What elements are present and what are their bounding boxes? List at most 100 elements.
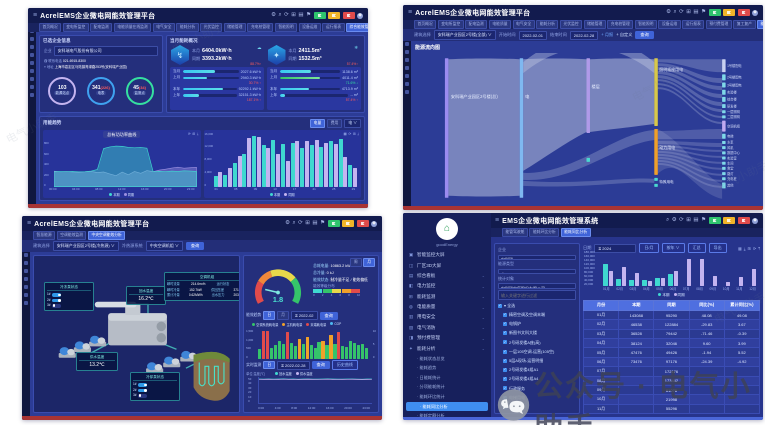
legend-item[interactable]: 供水温度 <box>295 371 313 376</box>
header-tool-icon[interactable]: ⊞ <box>291 11 296 18</box>
nav-tab[interactable]: 充电桩管理 <box>247 23 274 32</box>
sidebar-subitem[interactable]: · 能耗同比分析 <box>406 401 488 412</box>
table-row[interactable]: 07月 172176 <box>583 366 760 377</box>
chart-tool-icon[interactable]: ⟳ <box>348 131 352 136</box>
header-tool-icon[interactable]: ⌕ <box>666 216 670 223</box>
warn-badge[interactable] <box>342 220 354 227</box>
custom-quick-link[interactable]: + 自定义 <box>616 32 633 37</box>
tree-item[interactable]: ✓ 2号研发楼4组A1 <box>498 366 576 374</box>
sidebar-item[interactable]: ▨ 电气消防 ⌄ <box>403 323 491 333</box>
table-row[interactable]: 10月 21998 <box>583 394 760 405</box>
start-date-input[interactable]: 2022-02-01 <box>518 30 547 40</box>
header-tool-icon[interactable]: ⚙ <box>271 11 277 18</box>
header-tool-icon[interactable]: ▤ <box>312 219 318 226</box>
chart-tool-icon[interactable]: ⟳ <box>187 131 191 136</box>
month-quick-link[interactable]: + 月报 <box>601 32 614 37</box>
nav-tab[interactable]: 储能管理 <box>223 23 246 32</box>
table-header-cell[interactable]: 本期 <box>618 299 655 311</box>
pump-toggle[interactable] <box>52 304 62 308</box>
menu-icon[interactable]: ≡ <box>33 12 38 19</box>
tree-item[interactable]: ✓ 5层A现场-运营明细 <box>498 357 576 365</box>
nav-tab[interactable]: 首页概况 <box>39 23 62 32</box>
sidebar-subitem[interactable]: · 能耗定额分析 <box>417 413 445 417</box>
menu-icon[interactable]: ≡ <box>27 220 32 227</box>
header-tool-icon[interactable]: ▤ <box>693 216 699 223</box>
tree-item[interactable]: ✓ 电梯用电 <box>498 394 576 402</box>
nav-tab[interactable]: 光伏监控 <box>200 23 223 32</box>
legend-item[interactable]: 空调系统耗电量 <box>252 322 278 327</box>
header-tool-icon[interactable]: ⟳ <box>298 219 303 226</box>
query-button[interactable]: 查询 <box>185 242 205 250</box>
chart-tool-icon[interactable]: ⊞ <box>192 131 196 136</box>
sidebar-mini-icon[interactable] <box>24 261 28 265</box>
table-header-cell[interactable]: 同期 <box>653 299 690 311</box>
tree-item[interactable]: ✓ 2号研发楼A座(高) <box>498 339 576 347</box>
header-tool-icon[interactable]: ⊞ <box>305 219 310 226</box>
chart-tool-icon[interactable]: ⤒ <box>758 245 760 251</box>
query-button[interactable]: 查询 <box>635 31 654 39</box>
trend-query-button[interactable]: 查询 <box>319 311 338 320</box>
nav-tab[interactable]: 能耗同比分析 <box>560 228 591 237</box>
table-row[interactable]: 01月 143088 95290 48.08 49.08 <box>583 309 760 321</box>
table-row[interactable]: 11月 55296 <box>583 403 760 414</box>
sidebar-mini-icon[interactable] <box>405 82 409 86</box>
sidebar-subitem[interactable]: · 能耗状态总览 <box>417 355 445 361</box>
nav-tab[interactable]: 能耗环比分析 <box>529 228 560 237</box>
sidebar-mini-icon[interactable] <box>30 61 34 65</box>
end-date-input[interactable]: 2022-02-28 <box>569 30 599 40</box>
table-row[interactable]: 04月 38124 32046 9.60 3.99 <box>583 337 760 349</box>
sidebar-mini-icon[interactable] <box>30 37 34 41</box>
sidebar-mini-icon[interactable] <box>405 42 409 46</box>
tree-search-input[interactable] <box>498 290 576 301</box>
table-header-cell[interactable]: 同比(%) <box>688 299 725 311</box>
toolbar-button[interactable]: 按年 ∨ <box>661 243 685 253</box>
table-header-cell[interactable]: 月份 <box>583 299 620 311</box>
sidebar-item[interactable]: ◫ 厂区3D大屏 <box>403 260 491 270</box>
nav-tab[interactable]: 中央空调能效分析 <box>87 231 126 240</box>
tree-item[interactable]: ✓ 行政服务 <box>498 385 576 393</box>
sidebar-item[interactable]: ◨ 预付费管理 ⌄ <box>403 333 491 343</box>
header-tool-icon[interactable]: ⌕ <box>673 8 677 15</box>
sidebar-mini-icon[interactable] <box>30 69 34 73</box>
realtime-date-input[interactable]: ⧖ 2022-02-28 <box>277 360 310 370</box>
header-tool-icon[interactable]: ⌕ <box>278 11 282 18</box>
nav-tab[interactable]: 能耗分析 <box>536 20 559 29</box>
alarm-badge[interactable] <box>737 217 750 224</box>
chart-tool-icon[interactable]: ⤓ <box>196 131 199 136</box>
nav-tab[interactable]: 储能管理 <box>583 20 606 29</box>
sidebar-mini-icon[interactable] <box>30 85 34 89</box>
tree-item[interactable]: ✓ 电锅炉 <box>498 320 576 328</box>
nav-tab[interactable]: 设备运维 <box>298 23 321 32</box>
nav-tab[interactable]: 空调能效监测 <box>56 231 87 240</box>
sidebar-mini-icon[interactable] <box>405 58 409 62</box>
sidebar-mini-icon[interactable] <box>405 74 409 78</box>
nav-tab[interactable]: 电气安全 <box>512 20 535 29</box>
sidebar-subitem[interactable]: · 日能耗统计 <box>417 374 441 380</box>
history-curve-button[interactable]: 历史曲线 <box>331 360 358 370</box>
year-input[interactable]: ⧖ 2024 <box>594 243 637 253</box>
pump-toggle[interactable] <box>52 293 62 297</box>
header-tool-icon[interactable]: ⚙ <box>666 8 672 15</box>
sidebar-subitem[interactable]: · 分项能耗统计 <box>417 384 445 390</box>
table-row[interactable]: 03月 36528 79442 -71.46 -0.39 <box>583 328 760 340</box>
chart-tool-icon[interactable]: ⤓ <box>743 245 746 251</box>
sidebar-mini-icon[interactable] <box>30 53 34 57</box>
chart-tool-icon[interactable]: ⤓ <box>357 131 359 136</box>
table-row[interactable]: 02月 46538 122884 -29.83 3.67 <box>583 319 760 330</box>
header-tool-icon[interactable]: ▤ <box>298 11 304 18</box>
warn-badge[interactable] <box>723 217 735 224</box>
company-select[interactable]: 安科瑞电气股份有限公司 <box>53 46 158 56</box>
menu-icon[interactable]: ≡ <box>495 217 500 224</box>
nav-tab[interactable]: 预付费管理 <box>705 20 732 29</box>
nav-tab[interactable]: 变电所监控 <box>62 23 89 32</box>
sidebar-mini-icon[interactable] <box>24 301 28 305</box>
user-avatar[interactable] <box>357 12 363 19</box>
tree-root[interactable]: ✓ ▾ 全选 <box>498 302 576 310</box>
nav-tab[interactable]: 设备运维 <box>658 20 681 29</box>
nav-tab[interactable]: 首页概况 <box>414 20 437 29</box>
sidebar-subitem[interactable]: · 能耗趋势 <box>417 365 437 371</box>
header-tool-icon[interactable]: ⚑ <box>320 219 325 226</box>
header-tool-icon[interactable]: ⚑ <box>701 216 706 223</box>
sidebar-item[interactable]: ▣ 智能监控大屏 <box>403 250 491 260</box>
nav-tab[interactable]: 能管驾驶舱 <box>502 228 528 237</box>
